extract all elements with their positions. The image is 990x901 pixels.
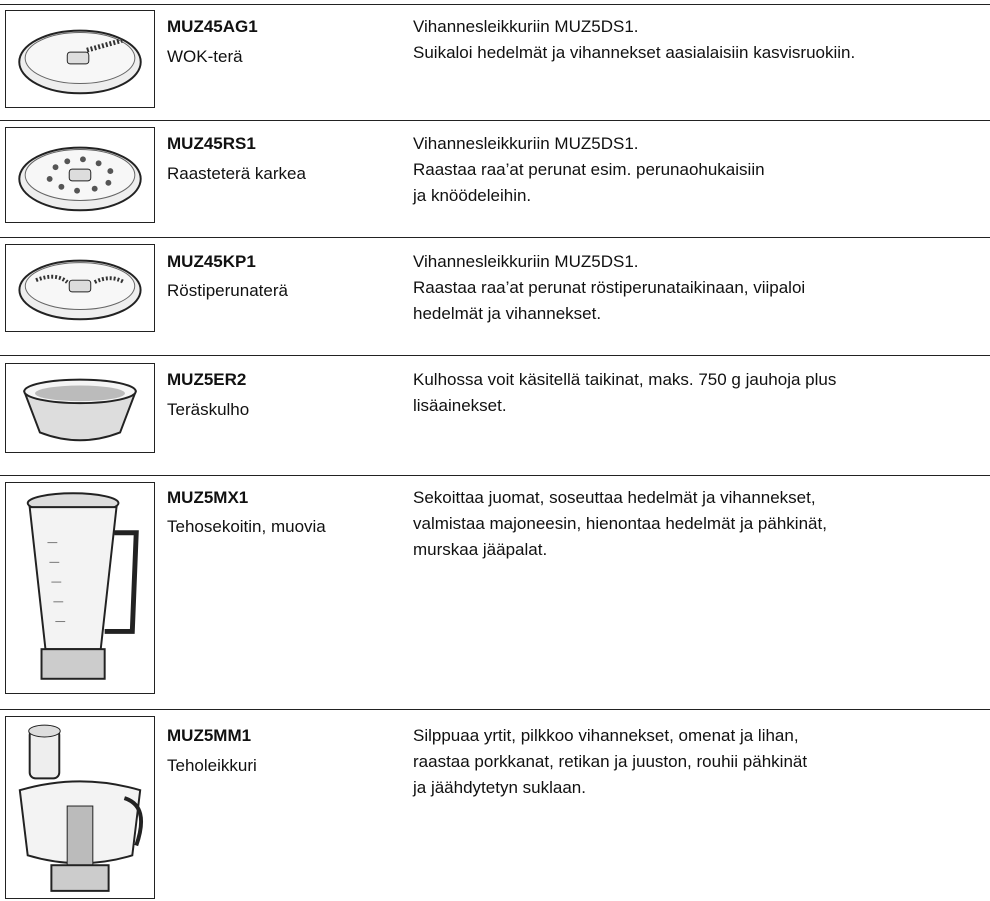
description-line: ja jäähdytetyn suklaan. bbox=[413, 778, 586, 797]
product-name: Röstiperunaterä bbox=[167, 281, 288, 300]
image-food-processor bbox=[5, 716, 155, 899]
description-line: hedelmät ja vihannekset. bbox=[413, 304, 602, 323]
product-code: MUZ5MM1 bbox=[167, 726, 252, 745]
product-code: MUZ45KP1 bbox=[167, 252, 256, 271]
description-line: Vihannesleikkuriin MUZ5DS1. bbox=[413, 17, 639, 36]
image-blender bbox=[5, 482, 155, 694]
rule bbox=[0, 709, 990, 710]
rule bbox=[0, 120, 990, 121]
description-line: lisäainekset. bbox=[413, 396, 507, 415]
rule bbox=[0, 355, 990, 356]
description: Kulhossa voit käsitellä taikinat, maks. … bbox=[413, 367, 988, 419]
description-line: Suikaloi hedelmät ja vihannekset aasiala… bbox=[413, 43, 856, 62]
product-code: MUZ5MX1 bbox=[167, 488, 249, 507]
product-name: Teholeikkuri bbox=[167, 756, 257, 775]
description-line: raastaa porkkanat, retikan ja juuston, r… bbox=[413, 752, 808, 771]
description-line: murskaa jääpalat. bbox=[413, 540, 548, 559]
image-steel-bowl bbox=[5, 363, 155, 453]
description-line: Raastaa raa’at perunat röstiperunataikin… bbox=[413, 278, 806, 297]
image-grater-coarse bbox=[5, 127, 155, 223]
product-name: Teräskulho bbox=[167, 400, 250, 419]
rule bbox=[0, 4, 990, 5]
description-line: Sekoittaa juomat, soseuttaa hedelmät ja … bbox=[413, 488, 816, 507]
description-line: Kulhossa voit käsitellä taikinat, maks. … bbox=[413, 370, 837, 389]
description-line: ja knöödeleihin. bbox=[413, 186, 532, 205]
description: Vihannesleikkuriin MUZ5DS1. Raastaa raa’a… bbox=[413, 249, 988, 327]
product-name: Tehosekoitin, muovia bbox=[167, 517, 326, 536]
image-rosti-blade bbox=[5, 244, 155, 332]
description: Vihannesleikkuriin MUZ5DS1. Raastaa raa’a… bbox=[413, 131, 988, 209]
description-line: Vihannesleikkuriin MUZ5DS1. bbox=[413, 134, 639, 153]
product-name: WOK-terä bbox=[167, 47, 243, 66]
description: Sekoittaa juomat, soseuttaa hedelmät ja … bbox=[413, 485, 988, 563]
product-code: MUZ45RS1 bbox=[167, 134, 256, 153]
description: Vihannesleikkuriin MUZ5DS1. Suikaloi hede… bbox=[413, 14, 988, 66]
product-code: MUZ5ER2 bbox=[167, 370, 247, 389]
description: Silppuaa yrtit, pilkkoo vihannekset, ome… bbox=[413, 723, 988, 801]
rule bbox=[0, 475, 990, 476]
description-line: Silppuaa yrtit, pilkkoo vihannekset, ome… bbox=[413, 726, 799, 745]
rule bbox=[0, 237, 990, 238]
description-line: Vihannesleikkuriin MUZ5DS1. bbox=[413, 252, 639, 271]
product-name: Raasteterä karkea bbox=[167, 164, 306, 183]
description-line: valmistaa majoneesin, hienontaa hedelmät… bbox=[413, 514, 827, 533]
description-line: Raastaa raa’at perunat esim. perunaohuka… bbox=[413, 160, 765, 179]
image-wok-blade bbox=[5, 10, 155, 108]
product-code: MUZ45AG1 bbox=[167, 17, 258, 36]
